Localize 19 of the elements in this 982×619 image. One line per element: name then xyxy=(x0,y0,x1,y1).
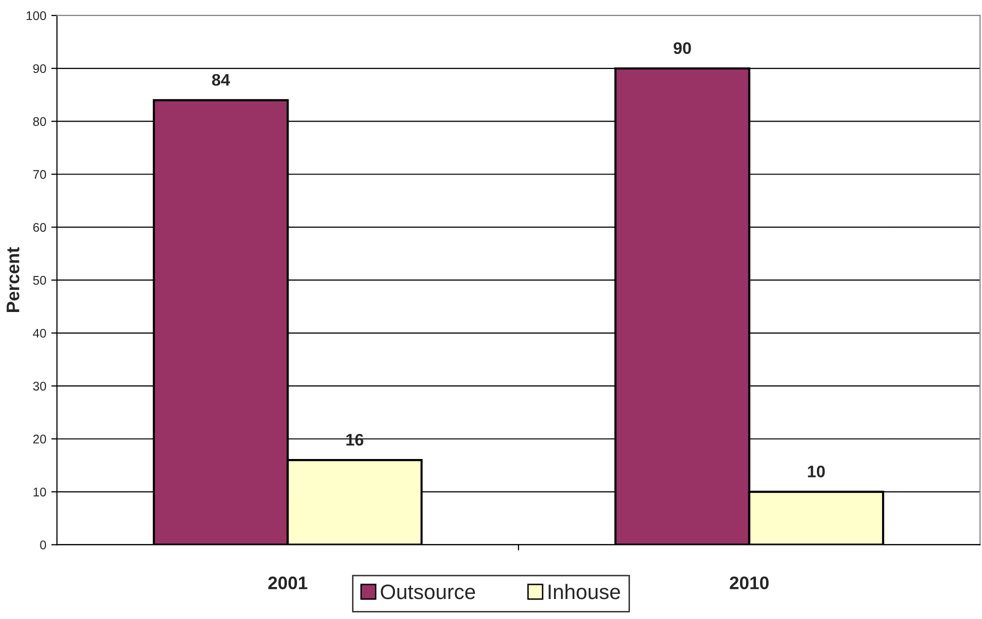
y-tick-label: 40 xyxy=(32,328,46,338)
y-tick-label: 10 xyxy=(34,488,46,496)
legend-label: Outsource xyxy=(380,584,476,600)
y-tick-label: 30 xyxy=(33,382,46,391)
x-tick-label: 2001 xyxy=(268,576,308,590)
data-label: 84 xyxy=(212,74,230,86)
y-tick-label: 70 xyxy=(33,170,46,179)
data-label: 10 xyxy=(808,466,825,478)
legend-label: Inhouse xyxy=(548,584,620,600)
y-tick-label: 20 xyxy=(33,434,46,444)
y-tick-label: 90 xyxy=(33,64,46,74)
x-tick-label: 2010 xyxy=(730,576,769,590)
y-tick-label: 50 xyxy=(33,276,46,285)
y-tick-label: 100 xyxy=(26,11,46,20)
data-label: 90 xyxy=(674,42,691,54)
y-tick-label: 0 xyxy=(40,540,46,550)
y-tick-label: 80 xyxy=(33,117,46,126)
y-axis-title: Percent xyxy=(6,247,20,312)
y-tick-label: 60 xyxy=(33,222,46,232)
